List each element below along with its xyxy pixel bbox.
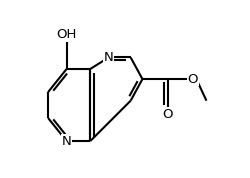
Text: N: N bbox=[62, 135, 72, 148]
Text: O: O bbox=[188, 73, 198, 86]
Text: N: N bbox=[104, 51, 114, 64]
Text: OH: OH bbox=[56, 28, 77, 41]
Text: O: O bbox=[162, 108, 173, 121]
